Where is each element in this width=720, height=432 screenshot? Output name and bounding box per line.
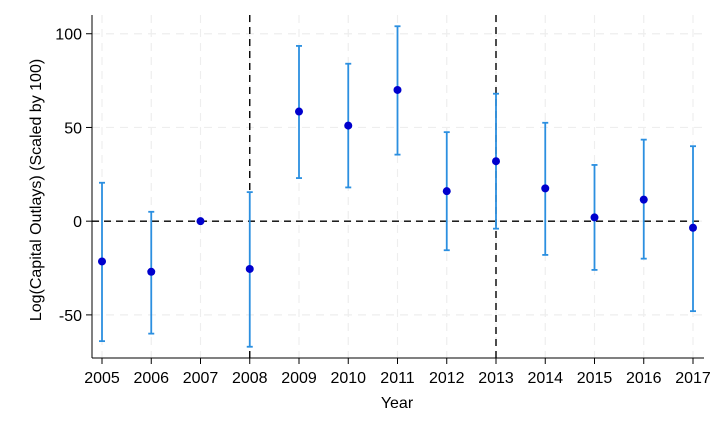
x-tick-label: 2014 [527,370,563,387]
point-estimates [98,85,697,276]
x-tick-label: 2016 [626,370,662,387]
estimate-point [98,257,106,266]
x-tick-label: 2006 [133,370,169,387]
y-tick-label: -50 [59,308,82,325]
y-axis-title: Log(Capital Outlays) (Scaled by 100) [28,59,45,321]
x-tick-label: 2010 [330,370,366,387]
estimate-point [689,223,697,232]
tick-labels: -50 0 50 100 2005 2006 2007 2008 2009 2010 2011 201… [55,27,711,387]
estimate-point [245,264,254,273]
x-tick-label: 2015 [577,370,613,387]
y-tick-label: 100 [55,27,82,44]
x-tick-label: 2017 [675,370,711,387]
estimate-point [147,267,156,276]
estimate-point [541,184,550,193]
x-tick-label: 2011 [380,370,415,387]
x-axis-title: Year [381,395,414,412]
x-tick-label: 2009 [281,370,317,387]
estimate-point [590,213,599,222]
x-tick-label: 2007 [183,370,219,387]
estimate-point [295,107,303,116]
x-tick-label: 2013 [478,370,514,387]
x-tick-label: 2008 [232,370,268,387]
estimate-point [344,121,353,130]
estimate-point [639,195,648,204]
estimate-point [393,85,402,94]
estimate-point [196,217,205,226]
axes [86,15,704,364]
estimate-point [442,187,451,196]
x-tick-label: 2012 [429,370,465,387]
estimate-point [492,157,500,166]
x-tick-label: 2005 [84,370,120,387]
y-tick-label: 50 [64,120,82,137]
y-tick-label: 0 [73,214,82,231]
